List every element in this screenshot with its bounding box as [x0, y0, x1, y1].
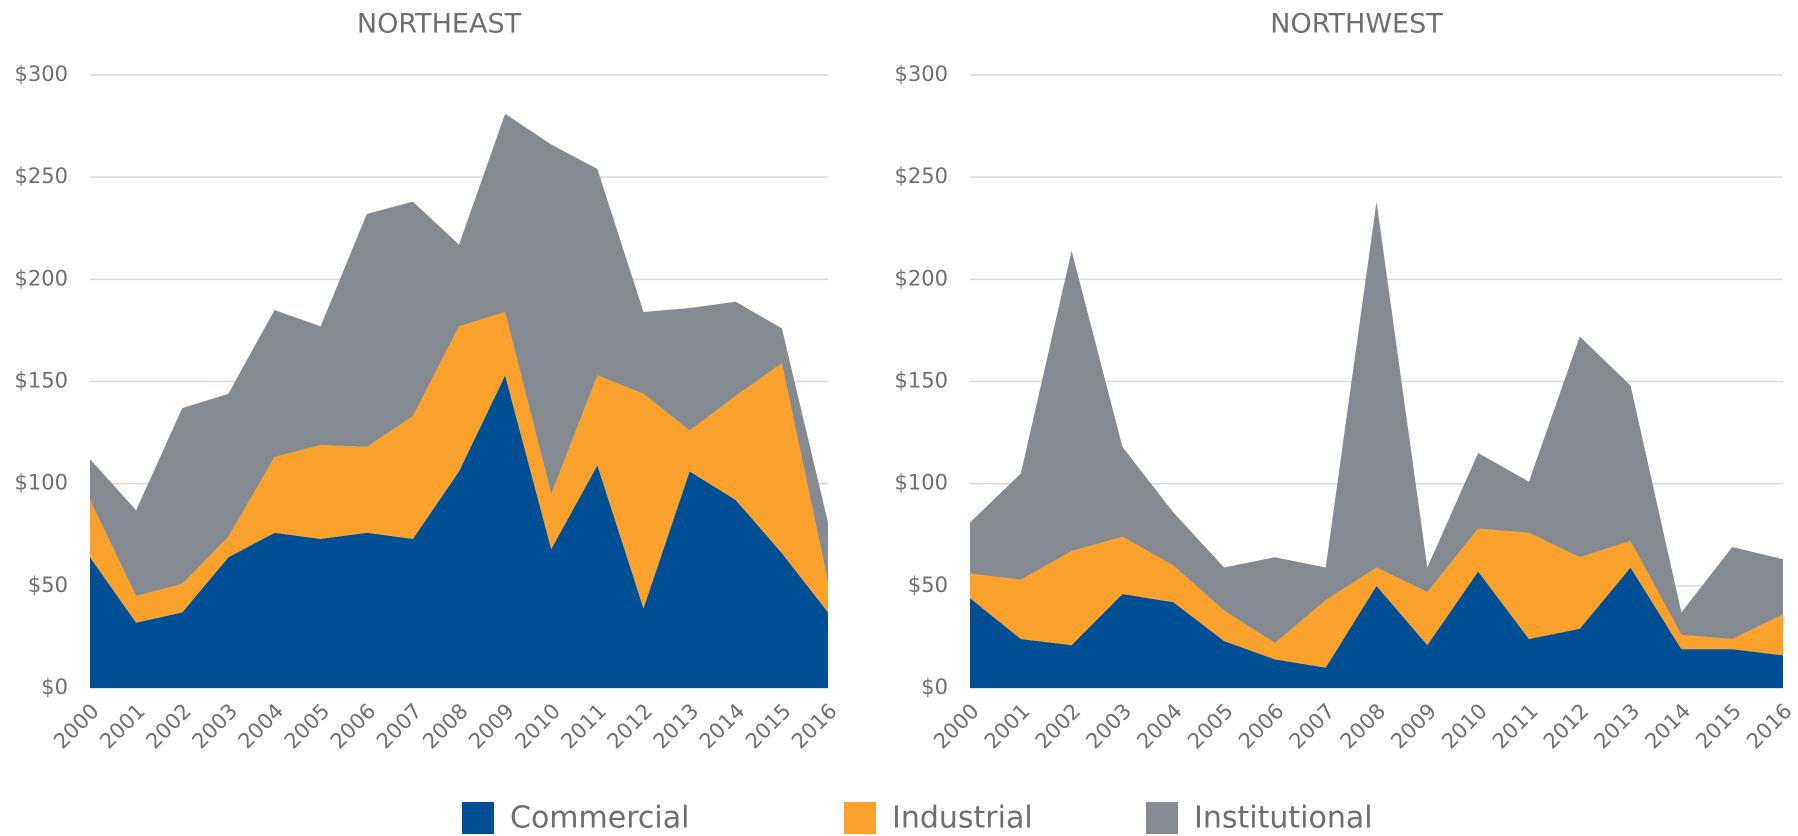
x-tick-label: 2000 [929, 699, 984, 754]
x-tick-label: 2007 [1285, 699, 1340, 754]
y-tick-label: $100 [895, 471, 948, 495]
x-tick-label: 2014 [1640, 699, 1695, 754]
x-tick-label: 2002 [1031, 699, 1086, 754]
x-tick-label: 2012 [1539, 699, 1594, 754]
y-tick-label: $200 [895, 266, 948, 290]
y-tick-label: $250 [895, 164, 948, 188]
y-tick-label: $100 [15, 471, 68, 495]
x-tick-label: 2010 [1437, 699, 1492, 754]
legend-label: Industrial [892, 801, 1033, 836]
x-tick-label: 2003 [187, 699, 242, 754]
y-tick-label: $50 [28, 573, 68, 597]
y-tick-label: $50 [908, 573, 948, 597]
area [970, 528, 1783, 668]
x-tick-label: 2007 [372, 699, 427, 754]
area [90, 113, 828, 597]
y-tick-label: $250 [15, 164, 68, 188]
y-tick-label: $300 [15, 62, 68, 86]
legend-label: Commercial [510, 801, 689, 836]
x-tick-label: 2001 [95, 699, 150, 754]
y-tick-label: $0 [921, 675, 948, 699]
chart-title: NORTHEAST [357, 9, 522, 40]
legend-swatch [462, 802, 494, 834]
x-tick-label: 2016 [1742, 699, 1797, 754]
area [90, 375, 828, 688]
x-tick-label: 2010 [510, 699, 565, 754]
x-tick-label: 2006 [1234, 699, 1289, 754]
x-tick-label: 2005 [1183, 699, 1238, 754]
legend-swatch [844, 802, 876, 834]
x-tick-label: 2011 [1488, 699, 1543, 754]
x-tick-label: 2002 [141, 699, 196, 754]
x-tick-label: 2013 [1590, 699, 1645, 754]
x-tick-label: 2003 [1081, 699, 1136, 754]
x-tick-label: 2008 [418, 699, 473, 754]
x-tick-label: 2000 [49, 699, 104, 754]
y-tick-label: $0 [41, 675, 68, 699]
area [970, 201, 1783, 644]
x-tick-label: 2011 [556, 699, 611, 754]
x-tick-label: 2009 [1386, 699, 1441, 754]
x-tick-label: 2001 [980, 699, 1035, 754]
chart-title: NORTHWEST [1270, 9, 1443, 40]
x-tick-label: 2012 [603, 699, 658, 754]
x-tick-label: 2008 [1336, 699, 1391, 754]
y-tick-label: $150 [895, 369, 948, 393]
x-tick-label: 2015 [1691, 699, 1746, 754]
x-tick-label: 2013 [649, 699, 704, 754]
y-tick-label: $150 [15, 369, 68, 393]
y-tick-label: $300 [895, 62, 948, 86]
x-tick-label: 2004 [1132, 699, 1187, 754]
area [970, 567, 1783, 688]
x-tick-label: 2004 [234, 699, 289, 754]
area [90, 312, 828, 623]
x-tick-label: 2009 [464, 699, 519, 754]
x-tick-label: 2016 [787, 699, 842, 754]
legend-label: Institutional [1194, 801, 1373, 836]
y-tick-label: $200 [15, 266, 68, 290]
legend-swatch [1146, 802, 1178, 834]
x-tick-label: 2014 [695, 699, 750, 754]
x-tick-label: 2005 [280, 699, 335, 754]
x-tick-label: 2015 [741, 699, 796, 754]
x-tick-label: 2006 [326, 699, 381, 754]
